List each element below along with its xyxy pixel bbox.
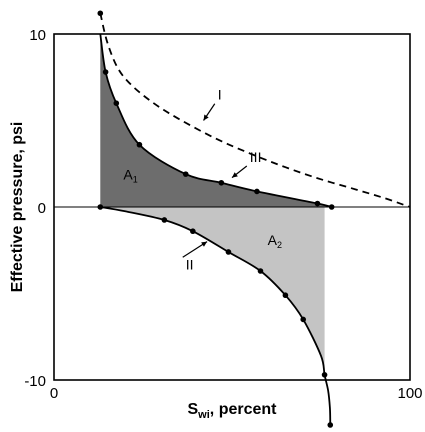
x-tick-label-100: 100 bbox=[397, 385, 422, 402]
x-tick-label-0: 0 bbox=[50, 385, 58, 402]
y-tick-label-10: 10 bbox=[29, 27, 46, 44]
data-point bbox=[327, 422, 334, 428]
data-point bbox=[113, 100, 120, 106]
data-point bbox=[314, 200, 321, 207]
y-tick-label-0: 0 bbox=[38, 200, 46, 217]
data-point bbox=[182, 171, 189, 177]
data-point bbox=[190, 228, 196, 235]
data-point bbox=[218, 179, 225, 186]
annotation-arrows bbox=[182, 103, 248, 258]
area-a1 bbox=[100, 34, 332, 207]
x-axis-label-rest: , percent bbox=[210, 401, 277, 418]
area-label-a2-main: A bbox=[268, 232, 278, 248]
annotation-arrowhead bbox=[201, 241, 208, 247]
data-point bbox=[300, 316, 307, 323]
area-label-a1-main: A bbox=[123, 166, 133, 182]
annotation-arrowhead bbox=[232, 172, 238, 178]
data-point bbox=[161, 217, 168, 223]
data-point bbox=[328, 204, 335, 210]
x-axis-label: Swi, percent bbox=[188, 401, 278, 421]
data-point bbox=[97, 204, 104, 210]
data-point bbox=[136, 141, 143, 148]
data-point bbox=[97, 10, 104, 17]
annotation-label-i: I bbox=[218, 87, 222, 103]
annotation-arrowhead bbox=[203, 114, 209, 121]
x-axis-label-sub: wi bbox=[197, 409, 210, 421]
data-point bbox=[321, 372, 328, 378]
area-label-a2: A2 bbox=[268, 232, 282, 250]
data-point bbox=[282, 292, 289, 299]
area-label-a1: A1 bbox=[123, 166, 137, 184]
data-point bbox=[102, 69, 109, 75]
curve-i bbox=[99, 12, 411, 208]
data-point bbox=[225, 249, 232, 255]
annotation-label-ii: II bbox=[186, 256, 194, 272]
area-label-a1-sub: 1 bbox=[133, 174, 138, 184]
area-a2 bbox=[100, 207, 325, 375]
markers bbox=[97, 10, 335, 428]
y-tick-label-neg10: -10 bbox=[24, 373, 46, 390]
area-label-a2-sub: 2 bbox=[277, 240, 282, 250]
data-point bbox=[254, 188, 260, 195]
data-point bbox=[257, 268, 264, 274]
x-axis-label-main: S bbox=[188, 401, 199, 418]
annotation-label-iii: III bbox=[250, 149, 262, 165]
y-axis-label: Effective pressure, psi bbox=[9, 122, 26, 293]
